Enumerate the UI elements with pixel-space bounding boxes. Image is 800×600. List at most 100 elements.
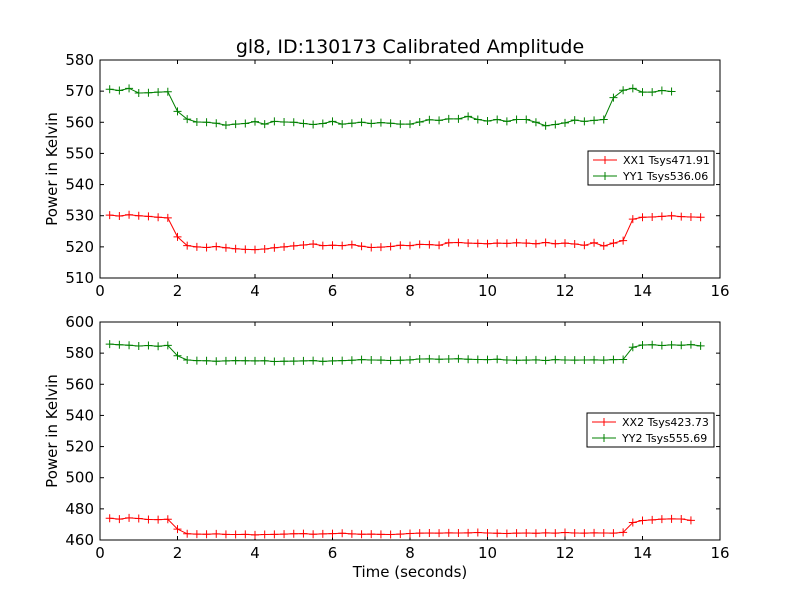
data-point — [328, 529, 337, 538]
data-point — [425, 528, 434, 537]
data-point — [202, 530, 211, 539]
data-point — [105, 514, 114, 523]
data-point — [425, 240, 434, 249]
data-point — [347, 119, 356, 128]
data-point — [173, 351, 182, 360]
data-point — [406, 529, 414, 538]
data-point — [357, 530, 366, 539]
data-point — [619, 355, 628, 364]
y-tick-label: 550 — [65, 144, 94, 162]
y-tick-label: 570 — [65, 82, 94, 100]
data-point — [677, 514, 686, 523]
data-point — [512, 529, 521, 538]
top-panel: 0 2 4 6 8 10 12 14 16 510 520 530 540 550 560 570 580 Pow… — [43, 51, 730, 300]
data-point — [241, 356, 250, 365]
data-point — [299, 240, 308, 249]
data-point — [512, 115, 521, 124]
data-point — [183, 241, 192, 250]
data-point — [580, 529, 589, 538]
x-tick-label: 0 — [95, 282, 105, 300]
data-point — [163, 213, 172, 222]
data-point — [231, 356, 240, 365]
data-point — [289, 241, 298, 250]
x-tick-label: 8 — [405, 544, 415, 562]
data-point — [367, 530, 376, 539]
data-point — [483, 528, 492, 537]
data-point — [221, 356, 230, 365]
legend-label: YY2 Tsys555.69 — [621, 432, 707, 445]
data-point — [657, 341, 666, 350]
data-point — [192, 242, 201, 251]
data-point — [396, 356, 405, 365]
data-point — [134, 211, 143, 220]
data-point — [221, 121, 230, 130]
data-point — [299, 119, 308, 128]
legend-marker — [600, 418, 608, 426]
data-point — [376, 530, 385, 539]
x-tick-label: 2 — [173, 282, 183, 300]
data-point — [648, 88, 657, 97]
data-point — [415, 117, 424, 126]
data-point — [599, 356, 608, 365]
series-yy2 — [105, 340, 705, 366]
data-point — [512, 238, 521, 247]
data-point — [338, 529, 347, 538]
data-point — [280, 530, 289, 539]
data-point — [696, 213, 705, 222]
y-tick-label: 600 — [65, 313, 94, 331]
data-point — [454, 238, 463, 247]
y-tick-label: 460 — [65, 531, 94, 549]
data-point — [551, 355, 560, 364]
data-point — [667, 87, 676, 96]
data-point — [251, 117, 259, 126]
data-point — [435, 241, 444, 250]
data-point — [289, 118, 298, 127]
data-point — [619, 528, 628, 537]
data-point — [309, 530, 318, 539]
data-point — [609, 239, 618, 248]
data-point — [241, 530, 250, 539]
data-point — [347, 529, 356, 538]
y-tick-label: 580 — [65, 344, 94, 362]
x-tick-label: 4 — [250, 544, 260, 562]
data-point — [251, 530, 259, 539]
legend-marker — [601, 156, 609, 164]
data-point — [154, 88, 163, 97]
data-point — [483, 239, 492, 248]
data-point — [454, 114, 463, 123]
data-point — [628, 84, 637, 93]
legend: XX2 Tsys423.73 YY2 Tsys555.69 — [586, 412, 715, 448]
data-point — [270, 530, 279, 539]
data-point — [444, 528, 453, 537]
x-tick-label: 2 — [173, 544, 183, 562]
data-point — [590, 238, 599, 247]
data-point — [105, 211, 114, 220]
data-point — [212, 119, 221, 128]
data-point — [144, 515, 153, 524]
data-point — [173, 232, 182, 241]
data-point — [241, 119, 250, 128]
series-xx2 — [105, 513, 695, 539]
data-point — [677, 212, 686, 221]
data-point — [686, 212, 695, 221]
data-point — [173, 525, 182, 534]
y-tick-label: 560 — [65, 375, 94, 393]
data-point — [599, 528, 608, 537]
data-point — [154, 342, 163, 351]
data-point — [125, 513, 134, 522]
data-point — [347, 356, 356, 365]
data-point — [493, 355, 502, 364]
data-point — [667, 211, 676, 220]
data-point — [435, 529, 444, 538]
data-point — [686, 516, 695, 525]
data-point — [134, 89, 143, 98]
data-point — [561, 355, 569, 364]
data-point — [628, 343, 637, 352]
data-point — [444, 355, 453, 364]
data-point — [280, 117, 289, 126]
data-point — [221, 530, 230, 539]
y-tick-label: 530 — [65, 207, 94, 225]
data-point — [270, 357, 279, 366]
data-point — [406, 120, 414, 129]
data-point — [493, 239, 502, 248]
